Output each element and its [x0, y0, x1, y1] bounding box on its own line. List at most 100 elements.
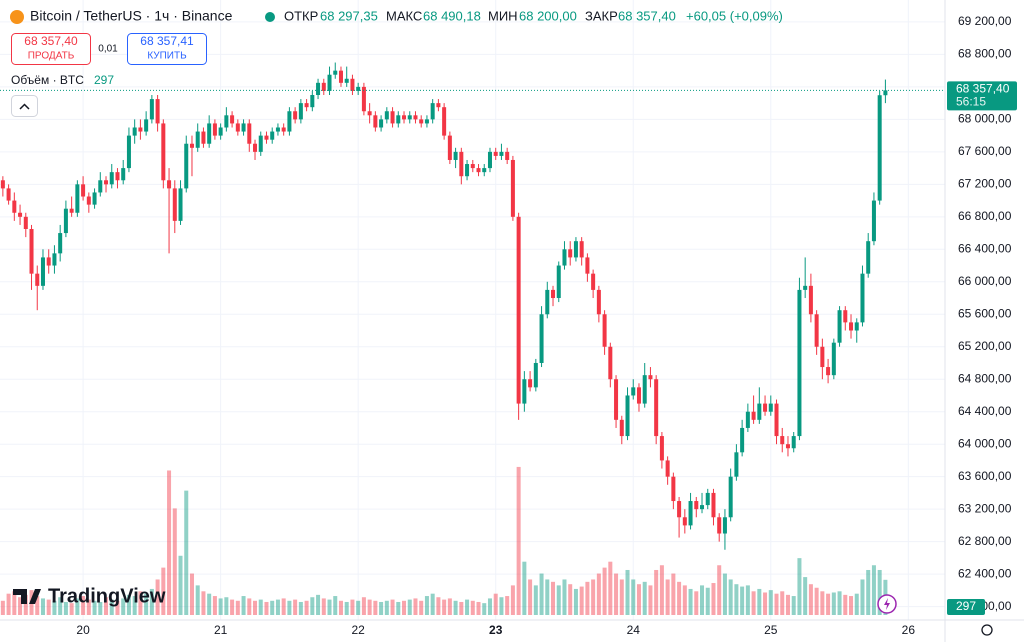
volume-bar: [115, 600, 120, 615]
candle-body: [155, 99, 160, 124]
x-tick-label: 20: [76, 623, 90, 637]
price-label-box: [947, 81, 1017, 111]
candle-body: [396, 115, 401, 124]
volume-bar: [144, 593, 149, 615]
volume-bar: [218, 598, 223, 615]
volume-bar: [619, 579, 624, 615]
volume-bar: [648, 585, 653, 615]
volume-bar: [241, 596, 246, 615]
volume-bar: [545, 579, 550, 615]
volume-bar: [63, 601, 68, 615]
buy-label: КУПИТЬ: [147, 51, 187, 62]
candle-body: [293, 111, 298, 120]
volume-bar: [442, 599, 447, 615]
sell-button[interactable]: [11, 33, 91, 65]
candle-body: [608, 346, 613, 380]
coin-icon: [10, 10, 24, 24]
candle-body: [459, 151, 464, 177]
candle-body: [384, 111, 389, 120]
candle-body: [424, 119, 429, 124]
volume-bar: [539, 573, 544, 615]
volume-bar: [304, 600, 309, 615]
candle-body: [195, 131, 200, 148]
volume-bar: [596, 573, 601, 615]
volume-bar: [774, 593, 779, 615]
volume-bar: [12, 591, 17, 615]
volume-bar: [671, 573, 676, 615]
volume-bar: [419, 600, 424, 615]
volume-bar: [728, 579, 733, 615]
candle-body: [321, 82, 326, 91]
candle-body: [161, 123, 166, 181]
volume-bar: [791, 596, 796, 615]
volume-bar: [46, 599, 51, 615]
volume-bar: [424, 596, 429, 615]
ohlc-label: МИН: [488, 8, 518, 23]
volume-bar: [447, 598, 452, 615]
candle-body: [780, 436, 785, 445]
candle-body: [579, 241, 584, 258]
collapse-button[interactable]: [11, 95, 38, 117]
candle-body: [808, 285, 813, 315]
volume-bar: [390, 599, 395, 615]
volume-bar: [407, 599, 412, 615]
volume-bar: [453, 600, 458, 615]
candle-body: [69, 208, 74, 213]
candle-body: [270, 131, 275, 140]
status-dot: [265, 12, 275, 22]
candle-body: [207, 123, 212, 144]
candle-body: [40, 257, 45, 286]
candle-body: [711, 492, 716, 518]
volume-bar: [533, 585, 538, 615]
x-tick-label: 26: [902, 623, 916, 637]
candle-body: [138, 127, 143, 132]
candle-body: [877, 95, 882, 201]
volume-bar: [104, 597, 109, 615]
volume-bar: [247, 598, 252, 615]
volume-bar: [161, 567, 166, 615]
y-tick-label: 64 800,00: [958, 371, 1012, 385]
settings-button[interactable]: [981, 624, 993, 636]
candle-body: [149, 99, 154, 120]
candle-body: [671, 476, 676, 502]
volume-bar: [591, 579, 596, 615]
volume-bar: [608, 561, 613, 615]
ohlc-value: 68 490,18: [423, 8, 481, 23]
volume-bar: [843, 594, 848, 615]
candle-body: [275, 127, 280, 132]
buy-price: 68 357,41: [140, 34, 194, 48]
candle-body: [81, 184, 86, 197]
candle-body: [98, 180, 103, 193]
volume-bar: [109, 599, 114, 615]
ohlc-value: 68 297,35: [320, 8, 378, 23]
volume-bar: [356, 600, 361, 615]
candle-body: [184, 143, 189, 189]
volume-bar: [333, 596, 338, 615]
buy-button[interactable]: [127, 33, 207, 65]
y-tick-label: 66 400,00: [958, 241, 1012, 255]
volume-bar: [614, 573, 619, 615]
volume-bar: [98, 601, 103, 615]
candle-body: [717, 517, 722, 534]
candle-body: [820, 346, 825, 368]
volume-bar: [860, 579, 865, 615]
volume-bar: [579, 586, 584, 615]
volume-bar: [0, 600, 5, 615]
candle-body: [797, 289, 802, 437]
volume-bar: [253, 600, 258, 615]
candle-body: [482, 168, 487, 173]
candle-body: [447, 135, 452, 160]
y-tick-label: 67 200,00: [958, 177, 1012, 191]
ohlc-label: МАКС: [386, 8, 422, 23]
symbol[interactable]: Bitcoin / TetherUS · 1ч · Binance: [30, 8, 233, 24]
volume-bar: [310, 597, 315, 615]
candle-body: [86, 196, 91, 205]
countdown: 56:15: [956, 95, 986, 109]
y-tick-label: 68 000,00: [958, 112, 1012, 126]
candle-body: [871, 200, 876, 242]
volume-bar: [573, 588, 578, 615]
candle-body: [144, 119, 149, 132]
spread: 0,01: [98, 44, 118, 55]
